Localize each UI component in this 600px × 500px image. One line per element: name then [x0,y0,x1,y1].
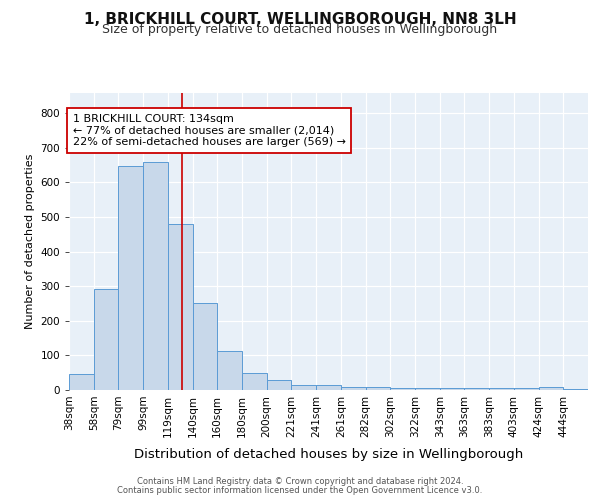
Bar [143,162,168,390]
Text: Contains HM Land Registry data © Crown copyright and database right 2024.: Contains HM Land Registry data © Crown c… [137,477,463,486]
Bar [341,386,365,390]
Text: Size of property relative to detached houses in Wellingborough: Size of property relative to detached ho… [103,22,497,36]
Bar [539,387,563,390]
Bar [242,374,267,390]
Bar [415,388,440,390]
Bar [440,388,464,390]
Bar [489,388,514,390]
Bar [217,351,242,390]
Bar [69,374,94,390]
Bar [514,388,539,390]
Bar [365,387,390,390]
Y-axis label: Number of detached properties: Number of detached properties [25,154,35,329]
Bar [316,385,341,390]
Bar [464,388,489,390]
Text: 1 BRICKHILL COURT: 134sqm
← 77% of detached houses are smaller (2,014)
22% of se: 1 BRICKHILL COURT: 134sqm ← 77% of detac… [73,114,346,147]
Bar [390,388,415,390]
Bar [168,224,193,390]
Bar [118,166,143,390]
Text: Contains public sector information licensed under the Open Government Licence v3: Contains public sector information licen… [118,486,482,495]
Bar [193,303,217,390]
Bar [292,385,316,390]
Bar [267,380,292,390]
X-axis label: Distribution of detached houses by size in Wellingborough: Distribution of detached houses by size … [134,448,523,461]
Bar [94,288,118,390]
Text: 1, BRICKHILL COURT, WELLINGBOROUGH, NN8 3LH: 1, BRICKHILL COURT, WELLINGBOROUGH, NN8 … [83,12,517,28]
